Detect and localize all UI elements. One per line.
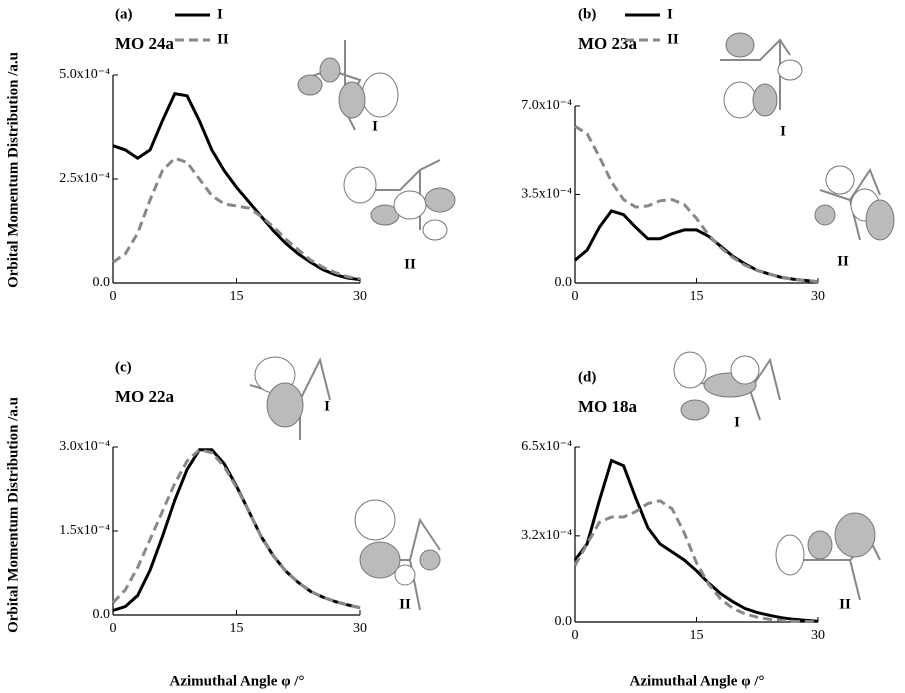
orbital-image [298,40,398,130]
orbital-image [776,513,880,600]
inset-label: I [734,414,740,430]
x-tick-label: 15 [230,621,244,636]
y-tick-label: 0.0 [555,275,573,290]
orbital-image [344,160,455,240]
x-tick-label: 0 [572,289,579,304]
orbital-image [250,357,330,440]
y-tick-label: 2.5x10⁻⁴ [59,171,110,186]
y-tick-label: 0.0 [555,614,573,629]
inset-label: II [404,256,416,272]
y-tick-label: 6.5x10⁻⁴ [521,439,572,454]
orbital-images [250,33,894,610]
data-line [575,211,818,282]
data-line [113,450,360,611]
panel-label: (d) [578,369,596,385]
x-tick-label: 15 [690,289,704,304]
orbital-image [674,352,780,420]
panel-label: (c) [115,359,132,375]
inset-label: II [837,253,849,269]
x-tick-label: 30 [811,289,825,304]
y-tick-label: 3.2x10⁻⁴ [521,528,572,543]
panel-label: (b) [578,6,596,22]
chart-title: MO 23a [578,34,638,53]
inset-label: I [780,123,786,139]
y-axis-label: Orbital Momentum Distribution /a.u [5,52,21,288]
legend-label: II [667,31,679,47]
y-tick-label: 3.5x10⁻⁴ [521,187,572,202]
data-line [575,126,818,282]
inset-label: II [399,596,411,612]
orbital-image [355,500,440,610]
data-line [113,158,360,279]
x-axis-label: Azimuthal Angle φ /° [170,673,305,689]
y-tick-label: 3.0x10⁻⁴ [59,439,110,454]
data-line [113,450,360,608]
legend-label: I [217,6,223,22]
x-tick-label: 0 [110,621,117,636]
y-axis-label: Orbital Momentum Distribution /a.u [5,397,21,633]
y-tick-label: 0.0 [93,275,111,290]
orbital-image [720,33,802,118]
inset-label: II [839,596,851,612]
panel-label: (a) [115,6,133,22]
x-tick-label: 30 [353,621,367,636]
x-tick-label: 15 [230,289,244,304]
chart-title: MO 22a [115,387,175,406]
x-tick-label: 15 [690,628,704,643]
y-tick-label: 0.0 [93,607,111,622]
chart-title: MO 18a [578,397,638,416]
legend-label: II [217,31,229,47]
inset-label: I [372,118,378,134]
y-tick-label: 5.0x10⁻⁴ [59,67,110,82]
x-axis-label: Azimuthal Angle φ /° [630,673,765,689]
y-tick-label: 7.0x10⁻⁴ [521,98,572,113]
figure: Orbital Momentum Distribution /a.u Orbit… [0,0,905,693]
x-tick-label: 0 [572,628,579,643]
data-line [113,94,360,280]
legend-label: I [667,6,673,22]
chart-title: MO 24a [115,34,175,53]
x-tick-label: 30 [811,628,825,643]
inset-label: I [324,398,330,414]
orbital-image [815,166,894,240]
x-tick-label: 0 [110,289,117,304]
y-tick-label: 1.5x10⁻⁴ [59,523,110,538]
x-tick-label: 30 [353,289,367,304]
